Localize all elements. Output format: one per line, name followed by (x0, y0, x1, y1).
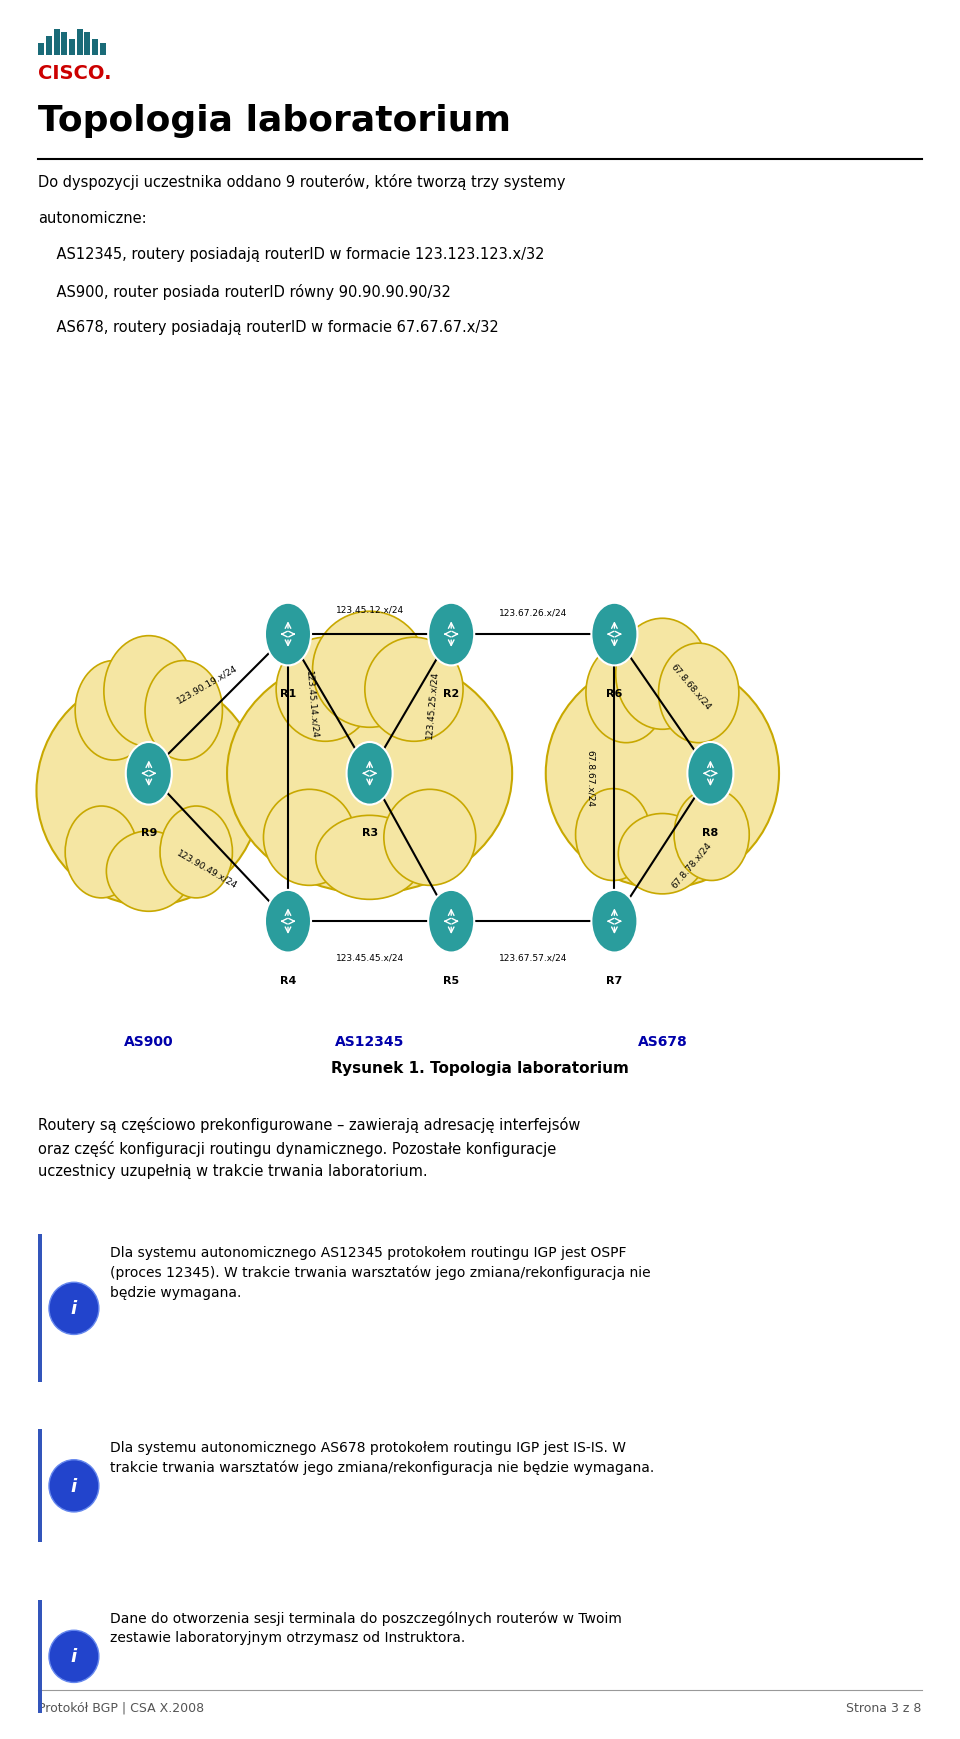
Ellipse shape (126, 743, 172, 805)
Ellipse shape (227, 654, 513, 894)
FancyBboxPatch shape (54, 30, 60, 56)
Ellipse shape (75, 661, 153, 760)
Ellipse shape (365, 638, 463, 743)
Ellipse shape (428, 890, 474, 953)
FancyBboxPatch shape (38, 43, 44, 56)
Text: 123.90.49.x/24: 123.90.49.x/24 (175, 847, 239, 890)
Text: AS12345: AS12345 (335, 1035, 404, 1049)
Text: 123.45.25.x/24: 123.45.25.x/24 (424, 670, 439, 739)
Ellipse shape (49, 1461, 99, 1513)
Text: Do dyspozycji uczestnika oddano 9 routerów, które tworzą trzy systemy: Do dyspozycji uczestnika oddano 9 router… (38, 174, 565, 190)
Text: Rysunek 1. Topologia laboratorium: Rysunek 1. Topologia laboratorium (331, 1061, 629, 1076)
Text: AS12345, routery posiadają routerID w formacie 123.123.123.x/32: AS12345, routery posiadają routerID w fo… (38, 247, 545, 263)
FancyBboxPatch shape (100, 43, 106, 56)
Text: CISCO.: CISCO. (38, 64, 112, 83)
Text: i: i (71, 1299, 77, 1318)
Ellipse shape (36, 676, 261, 906)
Text: Dla systemu autonomicznego AS678 protokołem routingu IGP jest IS-IS. W
trakcie t: Dla systemu autonomicznego AS678 protoko… (110, 1440, 655, 1475)
Text: 123.90.19.x/24: 123.90.19.x/24 (175, 663, 239, 704)
FancyBboxPatch shape (77, 30, 83, 56)
Text: R1: R1 (280, 689, 296, 699)
Ellipse shape (107, 831, 191, 911)
Text: AS900: AS900 (124, 1035, 174, 1049)
Ellipse shape (576, 790, 651, 882)
Text: 123.45.14.x/24: 123.45.14.x/24 (304, 670, 319, 739)
Ellipse shape (160, 807, 232, 899)
Ellipse shape (615, 619, 709, 730)
Ellipse shape (313, 612, 426, 729)
Ellipse shape (347, 743, 393, 805)
FancyBboxPatch shape (92, 40, 98, 56)
Ellipse shape (384, 790, 476, 885)
Text: Protokół BGP | CSA X.2008: Protokół BGP | CSA X.2008 (38, 1701, 204, 1713)
FancyBboxPatch shape (46, 37, 52, 56)
Text: R4: R4 (279, 976, 297, 986)
Ellipse shape (276, 638, 374, 743)
Ellipse shape (428, 603, 474, 666)
Text: R9: R9 (140, 828, 157, 838)
Text: 67.8.67.x/24: 67.8.67.x/24 (586, 750, 595, 807)
Text: Topologia laboratorium: Topologia laboratorium (38, 104, 512, 139)
FancyBboxPatch shape (61, 33, 67, 56)
Ellipse shape (104, 636, 194, 748)
Text: Dane do otworzenia sesji terminala do poszczególnych routerów w Twoim
zestawie l: Dane do otworzenia sesji terminala do po… (110, 1610, 622, 1645)
Text: R3: R3 (362, 828, 377, 838)
Text: 123.45.45.x/24: 123.45.45.x/24 (336, 953, 403, 962)
FancyBboxPatch shape (38, 1600, 42, 1713)
Ellipse shape (49, 1283, 99, 1336)
Ellipse shape (659, 643, 739, 743)
Text: 123.45.12.x/24: 123.45.12.x/24 (336, 605, 403, 614)
Text: Routery są częściowo prekonfigurowane – zawierają adresację interfejsów
oraz czę: Routery są częściowo prekonfigurowane – … (38, 1116, 581, 1179)
Text: autonomiczne:: autonomiczne: (38, 210, 147, 226)
Ellipse shape (545, 659, 780, 889)
Text: 123.67.57.x/24: 123.67.57.x/24 (498, 953, 567, 962)
Ellipse shape (591, 890, 637, 953)
Text: R7: R7 (607, 976, 622, 986)
Ellipse shape (586, 643, 666, 743)
Text: AS900, router posiada routerID równy 90.90.90.90/32: AS900, router posiada routerID równy 90.… (38, 283, 451, 299)
FancyBboxPatch shape (84, 33, 90, 56)
Text: R8: R8 (703, 828, 718, 838)
FancyBboxPatch shape (69, 40, 75, 56)
Ellipse shape (591, 603, 637, 666)
Text: AS678, routery posiadają routerID w formacie 67.67.67.x/32: AS678, routery posiadają routerID w form… (38, 320, 499, 336)
Ellipse shape (263, 790, 355, 885)
Text: i: i (71, 1476, 77, 1496)
Ellipse shape (145, 661, 223, 760)
Text: R6: R6 (606, 689, 623, 699)
Ellipse shape (65, 807, 137, 899)
FancyBboxPatch shape (38, 1429, 42, 1542)
FancyBboxPatch shape (38, 1235, 42, 1383)
Ellipse shape (316, 816, 423, 899)
Text: i: i (71, 1647, 77, 1666)
Text: 67.8.68.x/24: 67.8.68.x/24 (669, 663, 713, 711)
Ellipse shape (618, 814, 707, 894)
Ellipse shape (265, 890, 311, 953)
Text: Strona 3 z 8: Strona 3 z 8 (846, 1701, 922, 1713)
Ellipse shape (265, 603, 311, 666)
Ellipse shape (674, 790, 749, 882)
Text: AS678: AS678 (637, 1035, 687, 1049)
Text: 123.67.26.x/24: 123.67.26.x/24 (498, 609, 567, 617)
Text: Dla systemu autonomicznego AS12345 protokołem routingu IGP jest OSPF
(proces 123: Dla systemu autonomicznego AS12345 proto… (110, 1245, 651, 1299)
Text: R5: R5 (444, 976, 459, 986)
Text: 67.8.78.x/24: 67.8.78.x/24 (669, 840, 713, 890)
Ellipse shape (49, 1631, 99, 1683)
Ellipse shape (687, 743, 733, 805)
Text: R2: R2 (444, 689, 459, 699)
